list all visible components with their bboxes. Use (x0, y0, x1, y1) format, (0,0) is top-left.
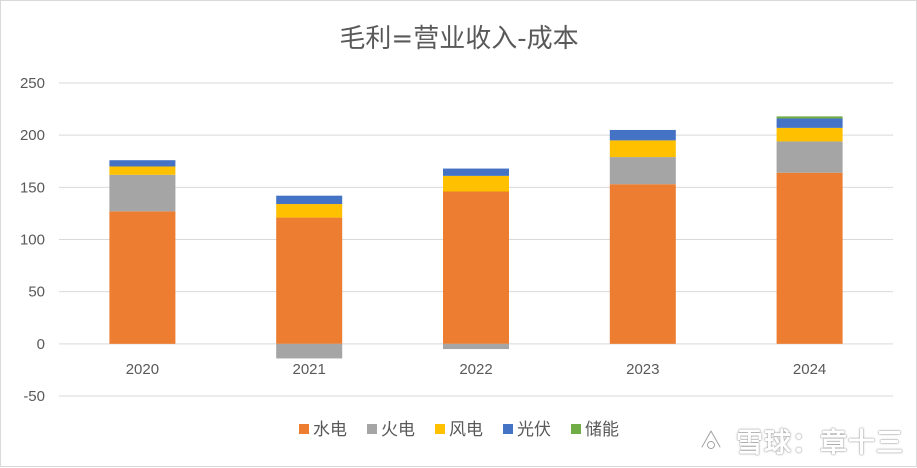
legend-swatch (367, 424, 377, 434)
y-tick-label: 250 (20, 75, 45, 92)
x-tick-label: 2020 (126, 361, 159, 378)
bar-segment (776, 172, 843, 344)
y-tick-label: 50 (28, 284, 45, 301)
bar-segment (776, 141, 843, 173)
watermark-text: 雪球：章十三 (736, 427, 904, 459)
bar-segment (609, 140, 676, 158)
legend-label: 风电 (449, 420, 483, 440)
bar-segment (276, 195, 343, 205)
legend-label: 储能 (585, 420, 619, 440)
watermark: 雪球：章十三 (696, 420, 904, 460)
bar-segment (776, 127, 843, 142)
legend-label: 水电 (313, 420, 347, 440)
bar-segment (109, 211, 176, 344)
bar-segment (609, 157, 676, 185)
legend-swatch (435, 424, 445, 434)
y-tick-label: 0 (37, 336, 45, 353)
x-tick-label: 2023 (626, 361, 659, 378)
bar-segment (276, 217, 343, 344)
bar-segment (443, 175, 509, 192)
bar-segment (609, 184, 676, 344)
legend-swatch (503, 424, 513, 434)
legend-label: 光伏 (517, 420, 551, 440)
bar-segment (776, 118, 843, 128)
x-tick-label: 2024 (793, 361, 826, 378)
bar-segment (443, 168, 509, 176)
bar-segment (776, 116, 843, 119)
bar-segment (109, 174, 176, 212)
bar-segment (109, 160, 176, 167)
x-tick-label: 2021 (293, 361, 326, 378)
bar-segment (443, 343, 509, 350)
chart-title: 毛利=营业收入-成本 (339, 24, 578, 54)
bar-segment (443, 191, 509, 344)
legend-swatch (299, 424, 309, 434)
legend-swatch (571, 424, 581, 434)
bar-segment (276, 343, 343, 359)
snowball-logo-icon (699, 428, 723, 450)
bar-segment (276, 204, 343, 218)
bar-segment (109, 166, 176, 175)
y-tick-label: 150 (20, 179, 45, 196)
x-tick-label: 2022 (459, 361, 492, 378)
y-tick-label: -50 (23, 388, 45, 405)
legend-label: 火电 (381, 420, 415, 440)
bar-segment (609, 129, 676, 141)
y-tick-label: 200 (20, 127, 45, 144)
y-tick-label: 100 (20, 232, 45, 249)
